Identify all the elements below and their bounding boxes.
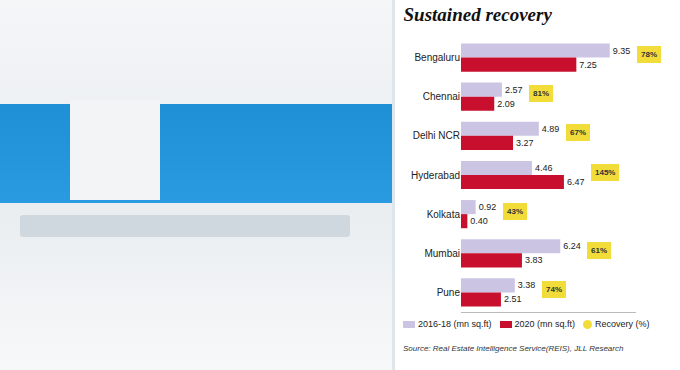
svg-text:67%: 67% <box>570 128 586 137</box>
svg-text:9.35: 9.35 <box>613 46 631 56</box>
svg-text:Pune: Pune <box>437 287 461 298</box>
svg-text:Sustained recovery: Sustained recovery <box>404 4 553 25</box>
svg-text:2.51: 2.51 <box>504 294 522 304</box>
html-text:2020 (mn sq.ft): 2020 (mn sq.ft) <box>514 319 576 329</box>
svg-text:Chennai: Chennai <box>423 91 460 102</box>
svg-text:0.40: 0.40 <box>470 216 488 226</box>
svg-text:6.24: 6.24 <box>563 241 581 251</box>
svg-text:3.38: 3.38 <box>518 280 536 290</box>
svg-text:61%: 61% <box>591 246 607 255</box>
svg-text:78%: 78% <box>641 50 657 59</box>
svg-text:2.09: 2.09 <box>497 99 515 109</box>
svg-text:Mumbai: Mumbai <box>424 248 460 259</box>
svg-text:6.47: 6.47 <box>567 177 585 187</box>
svg-text:3.27: 3.27 <box>516 138 534 148</box>
svg-text:81%: 81% <box>533 89 549 98</box>
svg-text:Hyderabad: Hyderabad <box>411 170 460 181</box>
svg-text:3.83: 3.83 <box>525 255 543 265</box>
svg-text:Delhi NCR: Delhi NCR <box>413 130 460 141</box>
svg-text:4.89: 4.89 <box>542 124 560 134</box>
svg-text:145%: 145% <box>595 168 615 177</box>
svg-text:43%: 43% <box>507 207 523 216</box>
svg-text:7.25: 7.25 <box>579 60 597 70</box>
svg-text:Kolkata: Kolkata <box>427 209 461 220</box>
html-text:Source: Real Estate Intelligen: Source: Real Estate Intelligence Service… <box>403 344 624 353</box>
svg-text:Bengaluru: Bengaluru <box>414 52 460 63</box>
svg-text:2.57: 2.57 <box>505 85 523 95</box>
svg-text:0.92: 0.92 <box>479 202 497 212</box>
svg-text:4.46: 4.46 <box>535 163 553 173</box>
html-text:Recovery (%): Recovery (%) <box>595 319 650 329</box>
html-text:2016-18 (mn sq.ft): 2016-18 (mn sq.ft) <box>418 319 492 329</box>
svg-text:74%: 74% <box>546 285 562 294</box>
